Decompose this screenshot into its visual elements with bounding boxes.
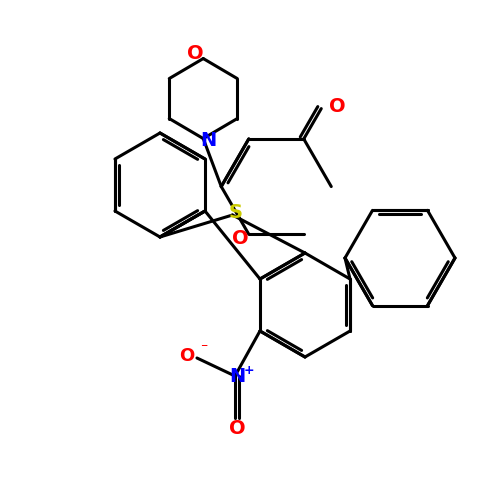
Text: S: S <box>228 202 242 222</box>
Text: +: + <box>244 364 254 378</box>
Text: O: O <box>187 44 204 63</box>
Text: O: O <box>329 97 346 116</box>
Text: N: N <box>200 131 216 150</box>
Text: O: O <box>232 228 249 248</box>
Text: ⁻: ⁻ <box>200 341 207 355</box>
Text: O: O <box>228 418 246 438</box>
Text: O: O <box>180 347 194 365</box>
Text: N: N <box>229 368 245 386</box>
